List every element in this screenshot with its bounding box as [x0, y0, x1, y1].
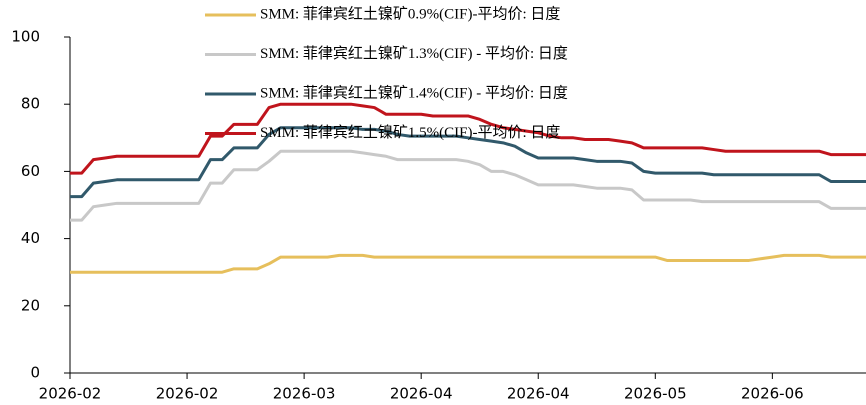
x-tick-label: 2026-04 [507, 385, 570, 403]
y-tick-label: 0 [30, 364, 40, 382]
y-tick-label: 100 [11, 28, 40, 46]
y-tick-label: 80 [21, 95, 40, 113]
series-line [70, 253, 866, 274]
y-tick-label: 60 [21, 162, 40, 180]
y-tick-label: 20 [21, 296, 40, 314]
x-tick-label: 2026-05 [624, 385, 687, 403]
x-tick-label: 2026-06 [741, 385, 804, 403]
x-tick-label: 2026-03 [273, 385, 336, 403]
legend-label: SMM: 菲律宾红土镍矿0.9%(CIF)-平均价: 日度 [260, 4, 560, 22]
x-tick-label: 2026-04 [390, 385, 453, 403]
x-tick-label: 2026-02 [39, 385, 102, 403]
legend-label: SMM: 菲律宾红土镍矿1.4%(CIF) - 平均价: 日度 [260, 83, 568, 101]
y-tick-label: 40 [21, 229, 40, 247]
series-line [70, 149, 866, 222]
legend-label: SMM: 菲律宾红土镍矿1.3%(CIF) - 平均价: 日度 [260, 44, 568, 62]
series-line [70, 126, 866, 199]
legend-label: SMM: 菲律宾红土镍矿1.5%(CIF)-平均价: 日度 [260, 123, 560, 141]
series-line [70, 102, 866, 175]
x-tick-label: 2026-02 [156, 385, 219, 403]
